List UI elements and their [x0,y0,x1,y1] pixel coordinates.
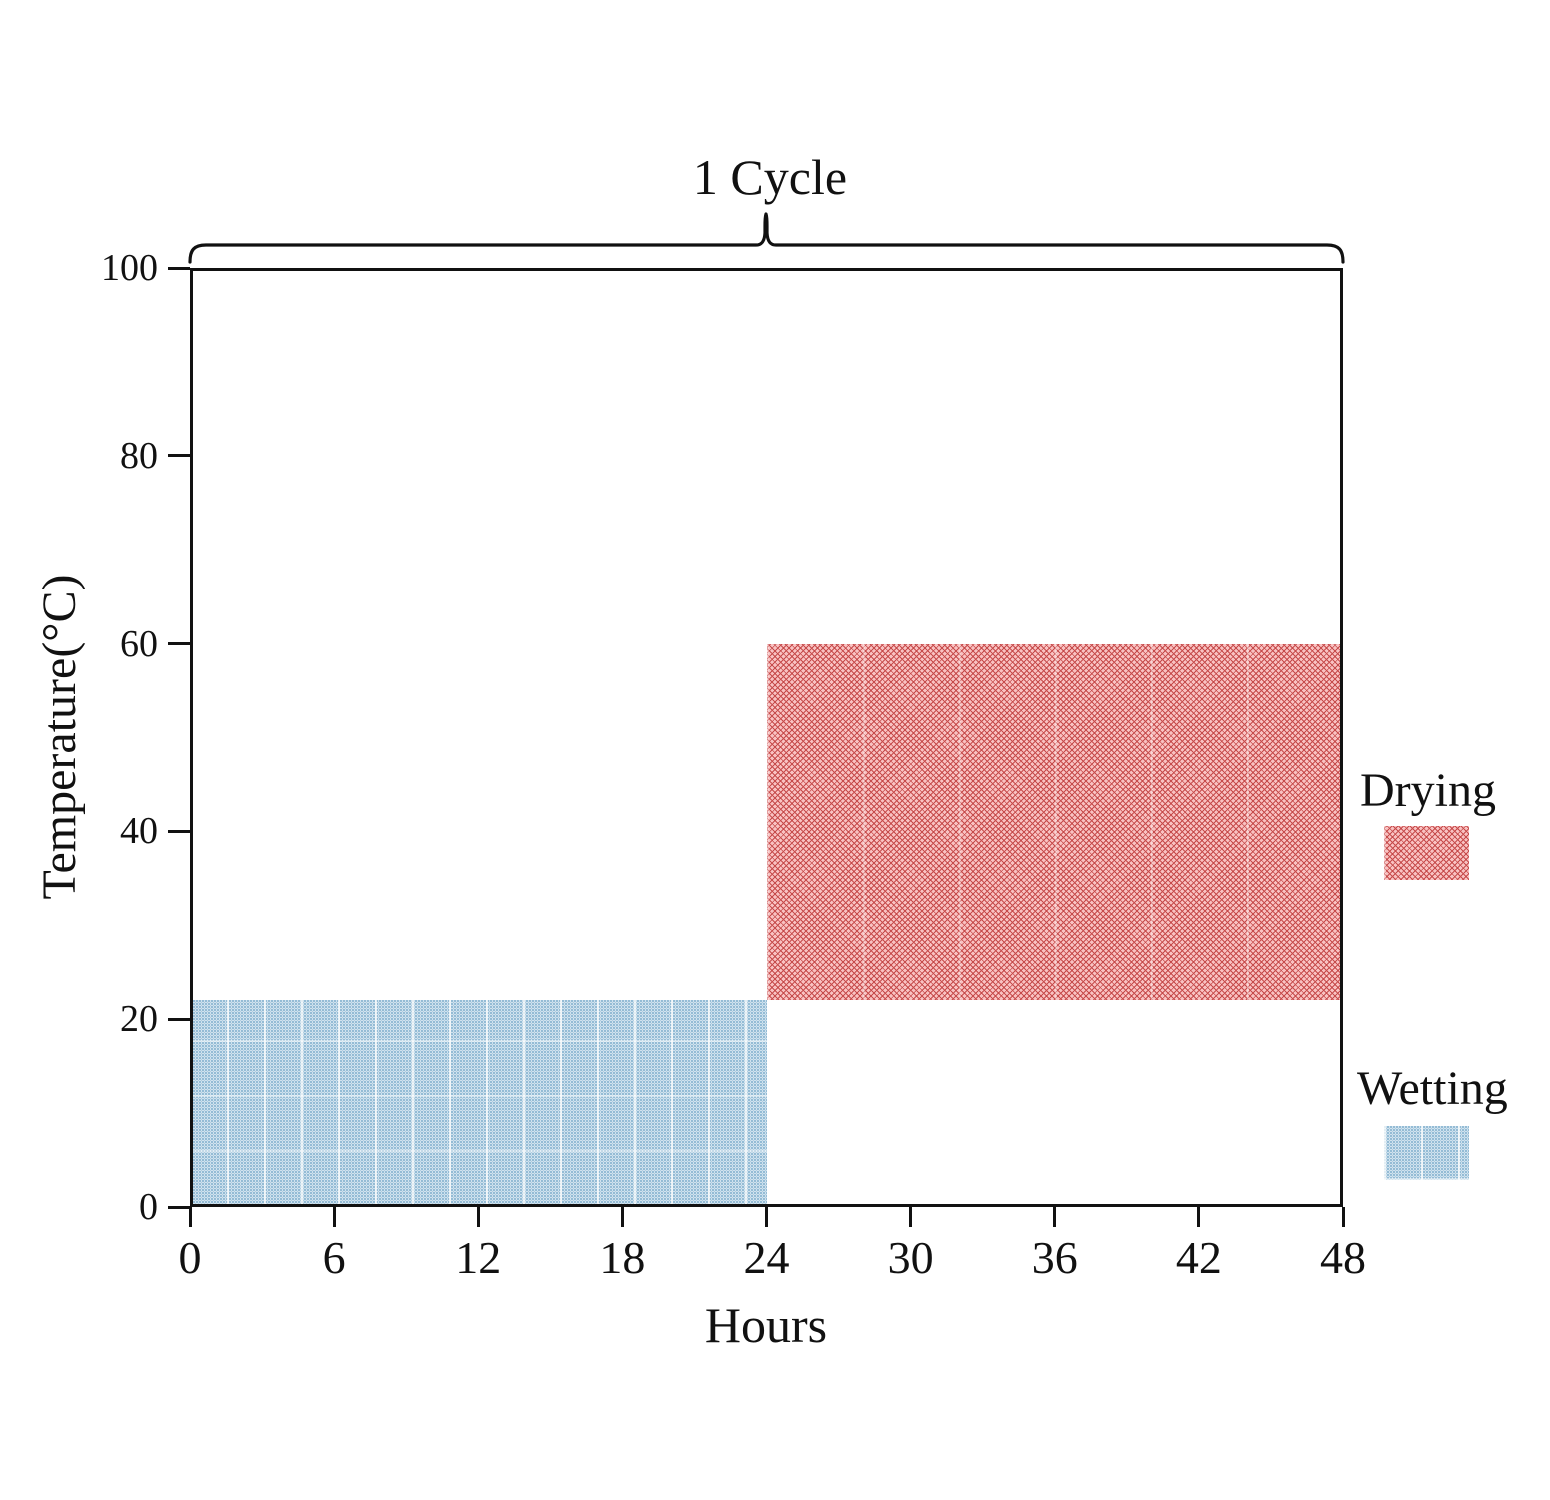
y-tick-label: 40 [120,810,158,853]
y-tick-mark [168,1205,190,1209]
chart-title: 1 Cycle [692,149,848,205]
legend-label-drying: Drying [1360,764,1496,817]
x-tick-label: 42 [1175,1232,1222,1283]
y-tick-label: 0 [139,1186,158,1228]
x-tick-label: 0 [178,1232,202,1283]
x-tick-label: 18 [599,1232,646,1283]
legend-swatch-wetting [1384,1126,1469,1180]
y-tick-mark [168,454,190,458]
x-tick-label: 6 [322,1232,346,1283]
region-wetting [190,1000,767,1207]
legend-swatch-drying [1384,826,1469,880]
y-tick-label: 60 [120,622,158,665]
x-tick-mark [476,1207,480,1227]
x-tick-mark [1197,1207,1201,1227]
y-tick-mark [168,642,190,646]
x-tick-mark [332,1207,336,1227]
y-tick-mark [168,829,190,833]
y-tick-label: 100 [101,247,158,289]
x-tick-mark [1341,1207,1345,1227]
x-tick-label: 30 [887,1232,934,1283]
x-tick-label: 12 [455,1232,502,1283]
x-tick-mark [620,1207,624,1227]
y-tick-mark [168,1017,190,1021]
cycle-brace [188,212,1345,264]
y-tick-label: 20 [120,998,158,1041]
x-tick-mark [1053,1207,1057,1227]
x-tick-label: 48 [1320,1232,1366,1283]
y-tick-label: 80 [120,434,158,477]
x-axis-title: Hours [704,1297,828,1353]
region-drying [766,643,1343,1001]
legend-label-wetting: Wetting [1357,1062,1508,1115]
x-tick-label: 36 [1031,1232,1078,1283]
x-tick-label: 24 [743,1232,790,1283]
x-tick-mark [765,1207,768,1227]
x-tick-mark [188,1207,192,1227]
x-tick-mark [909,1207,913,1227]
y-tick-mark [168,266,190,270]
